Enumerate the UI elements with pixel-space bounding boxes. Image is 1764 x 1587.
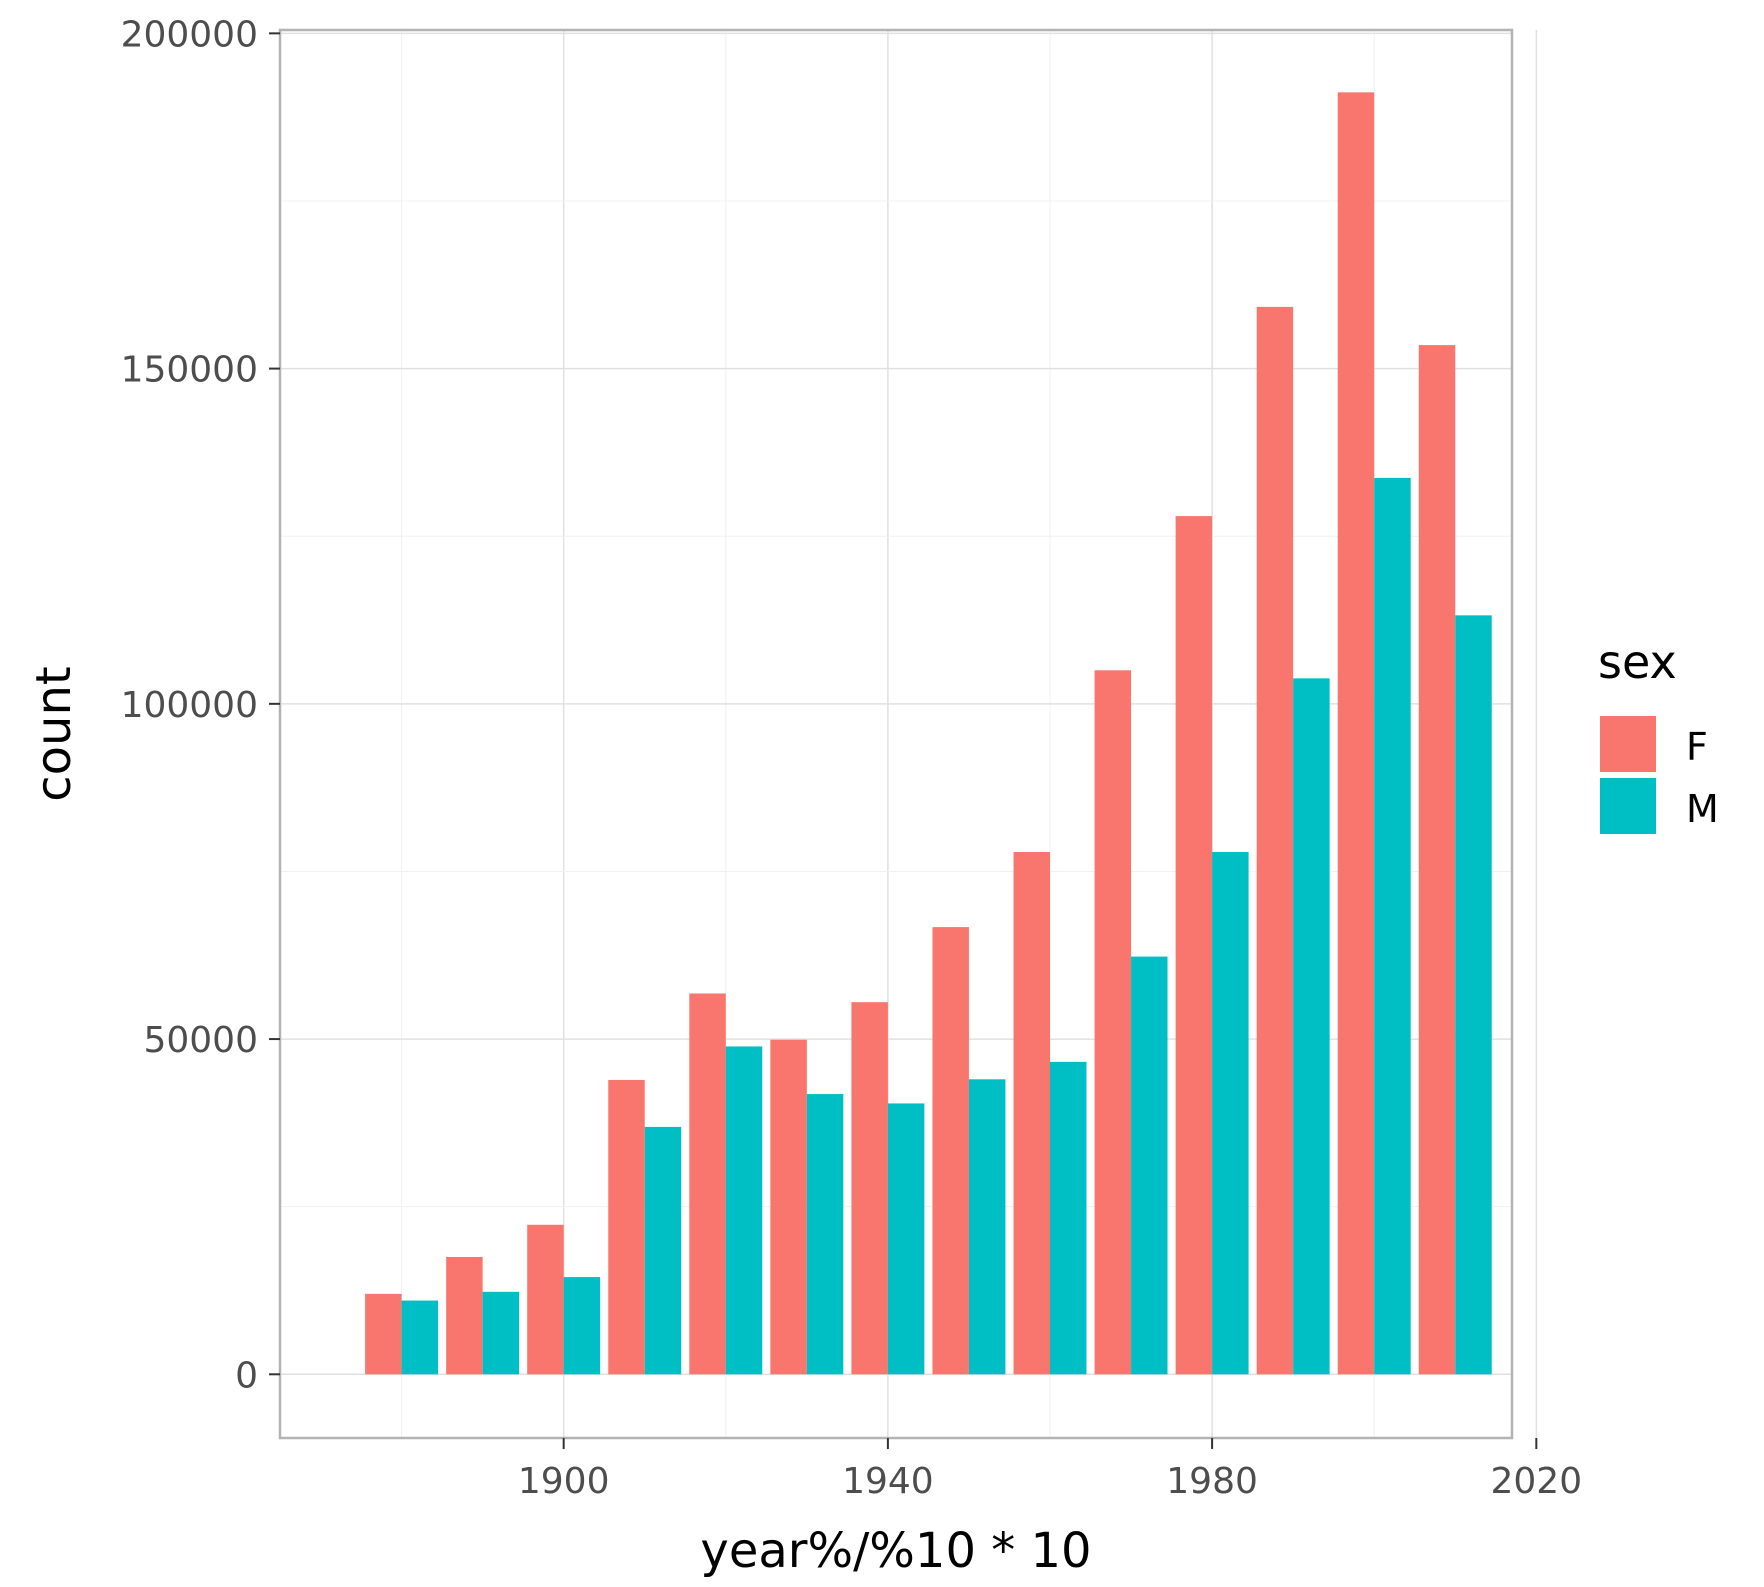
legend-key-m — [1600, 778, 1656, 834]
bar-m-1900 — [563, 1277, 601, 1375]
bar-f-1940 — [851, 1002, 888, 1375]
x-tick-label: 1980 — [1166, 1461, 1258, 1502]
bar-m-1890 — [482, 1291, 520, 1375]
bar-f-1880 — [365, 1293, 402, 1375]
bar-m-1960 — [1050, 1061, 1087, 1375]
bar-f-2010 — [1418, 345, 1456, 1375]
y-tick-label: 200000 — [121, 14, 258, 55]
bar-m-1970 — [1131, 956, 1168, 1375]
bar-m-1980 — [1212, 852, 1249, 1375]
bar-m-1930 — [806, 1094, 844, 1375]
bar-m-1910 — [644, 1126, 682, 1375]
bar-f-1910 — [608, 1079, 645, 1375]
bar-f-1890 — [446, 1256, 483, 1375]
bar-f-1950 — [932, 927, 969, 1375]
bar-m-1940 — [887, 1103, 925, 1375]
bar-f-1930 — [770, 1039, 807, 1375]
x-tick-label: 2020 — [1491, 1461, 1583, 1502]
legend-key-f — [1600, 716, 1656, 772]
bar-f-1970 — [1094, 670, 1132, 1375]
x-axis-title: year%/%10 * 10 — [700, 1523, 1091, 1579]
legend-label-m: M — [1686, 787, 1719, 831]
bar-m-1950 — [968, 1079, 1006, 1375]
panel-border — [278, 28, 1514, 1440]
bar-f-2000 — [1337, 92, 1375, 1375]
bars — [365, 92, 1492, 1375]
y-tick-label: 100000 — [121, 685, 258, 726]
x-tick-label: 1900 — [518, 1461, 610, 1502]
bar-m-1920 — [725, 1046, 763, 1375]
bar-m-1880 — [401, 1300, 439, 1375]
bar-f-1990 — [1256, 306, 1294, 1375]
legend: sex F M — [1598, 635, 1719, 834]
y-axis-title: count — [26, 666, 82, 801]
bar-m-1990 — [1293, 678, 1330, 1375]
x-tick-label: 1940 — [842, 1461, 934, 1502]
y-tick-label: 50000 — [143, 1020, 258, 1061]
y-tick-label: 0 — [235, 1355, 258, 1396]
y-tick-label: 150000 — [121, 350, 258, 391]
bar-m-2000 — [1374, 477, 1411, 1375]
bar-m-2010 — [1455, 615, 1492, 1375]
bar-f-1900 — [527, 1224, 564, 1375]
legend-label-f: F — [1686, 725, 1708, 769]
legend-title: sex — [1598, 635, 1677, 689]
bar-f-1980 — [1175, 516, 1213, 1375]
axis-ticks: 1900 1940 1980 2020 0 50000 100000 150000 200000 — [121, 14, 1583, 1502]
bar-f-1920 — [689, 993, 726, 1375]
bar-f-1960 — [1013, 852, 1050, 1375]
